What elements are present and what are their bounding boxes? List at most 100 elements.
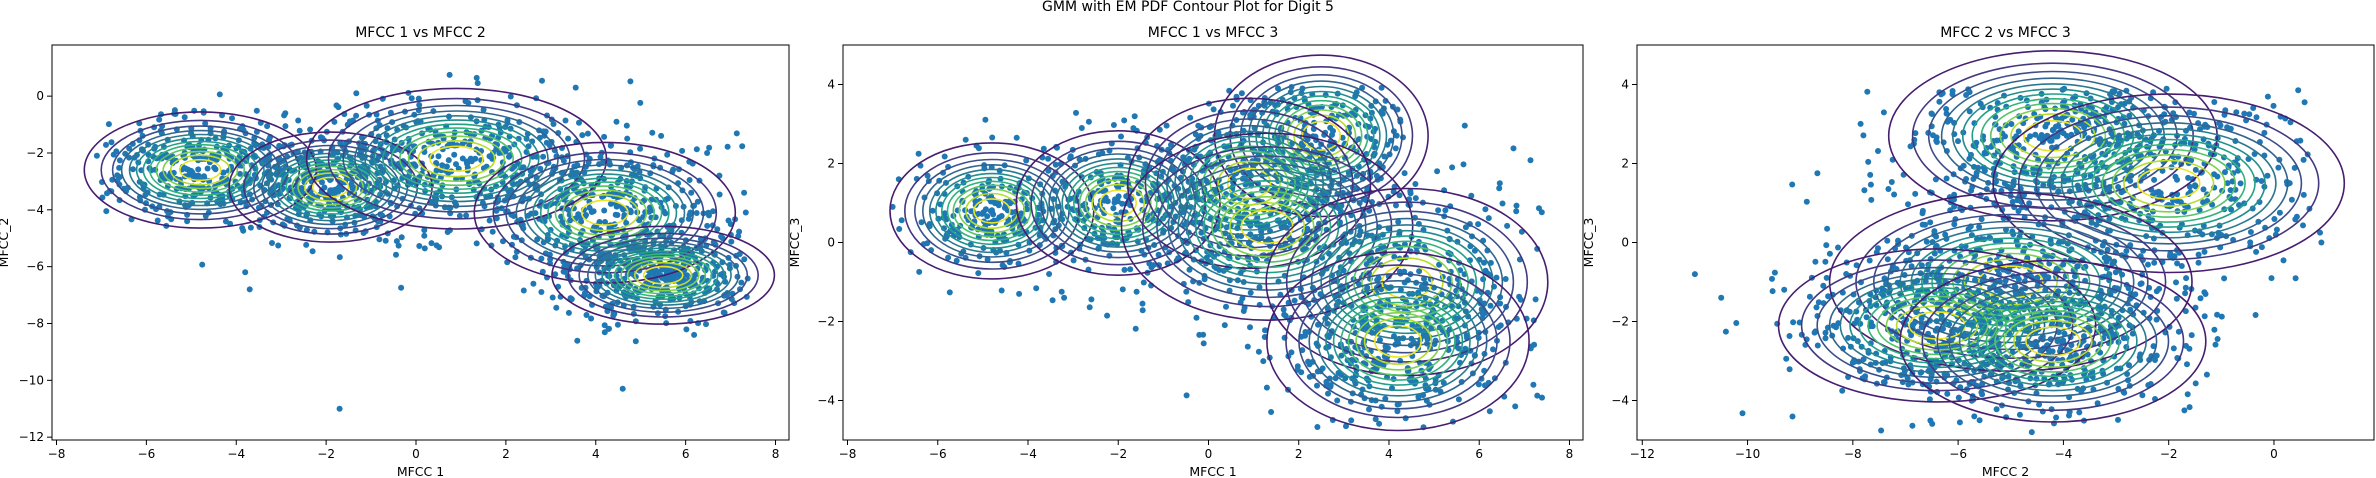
scatter-point: [2032, 131, 2039, 138]
contour-line: [1352, 245, 1462, 319]
scatter-point: [309, 248, 316, 255]
scatter-point: [623, 220, 630, 226]
contour-line: [142, 140, 259, 200]
scatter-point: [1110, 122, 1117, 128]
scatter-point: [738, 279, 745, 286]
scatter-point: [1239, 295, 1246, 302]
scatter-point: [436, 244, 443, 251]
scatter-point: [728, 238, 735, 245]
x-axis-label: MFCC 1: [397, 464, 444, 478]
scatter-point: [104, 190, 110, 197]
scatter-point: [1390, 376, 1397, 382]
scatter-point: [1372, 416, 1379, 423]
scatter-point: [550, 121, 557, 127]
contour-line: [1317, 285, 1479, 397]
scatter-point: [1867, 171, 1874, 178]
scatter-point: [1396, 192, 1403, 199]
scatter-point: [1971, 413, 1978, 420]
scatter-point: [664, 195, 671, 202]
scatter-point: [578, 218, 585, 225]
scatter-point: [1052, 161, 1059, 168]
scatter-point: [632, 338, 639, 345]
scatter-point: [2173, 279, 2179, 286]
scatter-point: [1435, 207, 1442, 214]
subplot-mfcc2-vs-mfcc3: MFCC 2 vs MFCC 3 MFCC 2 MFCC_3 −12 −10 −8−…: [1581, 25, 2375, 478]
scatter-point: [2048, 137, 2055, 144]
scatter-point: [2211, 326, 2218, 333]
scatter-point: [945, 254, 952, 261]
scatter-point: [1397, 286, 1404, 293]
scatter-point: [686, 177, 693, 183]
contour-line: [904, 151, 1080, 270]
contour-line: [532, 173, 678, 253]
contour-line: [594, 244, 732, 306]
scatter-point: [1786, 333, 1793, 339]
scatter-point: [2171, 253, 2178, 260]
scatter-point: [211, 164, 218, 171]
scatter-point: [1822, 335, 1829, 342]
scatter-point: [296, 127, 303, 134]
scatter-point: [658, 132, 665, 139]
y-tick-label: −2: [817, 315, 835, 329]
y-tick-label: −4: [26, 203, 44, 217]
scatter-point: [421, 232, 428, 239]
scatter-point: [153, 155, 160, 162]
scatter-point: [2120, 335, 2127, 342]
scatter-point: [2015, 276, 2022, 283]
scatter-point: [1769, 288, 1776, 295]
scatter-point: [590, 208, 597, 215]
scatter-point: [973, 200, 980, 207]
scatter-point: [988, 207, 995, 214]
scatter-point: [1186, 266, 1193, 273]
scatter-point: [2174, 260, 2181, 267]
scatter-point: [1462, 345, 1469, 352]
subplot-mfcc1-vs-mfcc3: MFCC 1 vs MFCC 3 MFCC 1 MFCC_3 −8 −6 −4 −2 0…: [787, 25, 1584, 478]
scatter-point: [560, 157, 567, 164]
contour-line: [1298, 272, 1498, 410]
scatter-point: [2045, 381, 2052, 388]
scatter-point: [2292, 216, 2299, 223]
scatter-point: [583, 212, 589, 218]
contour-line: [946, 180, 1038, 242]
contour-line: [952, 184, 1032, 238]
scatter-point: [601, 322, 608, 329]
scatter-point: [741, 189, 748, 196]
contour-line: [922, 163, 1062, 258]
scatter-point: [1496, 185, 1503, 192]
scatter-point: [1455, 345, 1462, 352]
scatter-point: [1150, 262, 1157, 269]
scatter-point: [1539, 394, 1545, 401]
scatter-point: [1487, 302, 1494, 309]
scatter-point: [382, 237, 389, 244]
scatter-point: [968, 208, 975, 215]
scatter-point: [1455, 396, 1462, 403]
scatter-point: [1923, 238, 1930, 245]
scatter-point: [1516, 293, 1523, 300]
x-tick-label: 8: [1566, 447, 1574, 461]
contour-line: [1328, 229, 1486, 335]
y-tick-label: −4: [817, 394, 835, 408]
scatter-point: [276, 142, 283, 149]
scatter-point: [670, 166, 677, 173]
scatter-point: [1275, 85, 1281, 92]
contour-line: [1078, 174, 1158, 232]
contour-line: [1174, 130, 1324, 236]
scatter-point: [735, 233, 742, 240]
contour-line: [580, 199, 629, 226]
scatter-point: [1131, 113, 1138, 120]
scatter-point: [1281, 311, 1288, 318]
scatter-point: [1015, 260, 1022, 267]
contour-line: [1156, 155, 1378, 299]
scatter-point: [455, 165, 462, 172]
y-axis-label: MFCC_3: [1581, 218, 1596, 268]
scatter-point: [1406, 290, 1413, 297]
subplot-title: MFCC 1 vs MFCC 2: [355, 25, 486, 41]
contour-line: [1091, 183, 1145, 223]
scatter-point: [1878, 427, 1885, 434]
scatter-point: [1368, 102, 1375, 109]
scatter-point: [1255, 348, 1262, 355]
scatter-point: [327, 177, 333, 183]
scatter-point: [2063, 132, 2070, 139]
scatter-point: [1412, 181, 1419, 187]
contour-line: [1177, 168, 1357, 285]
